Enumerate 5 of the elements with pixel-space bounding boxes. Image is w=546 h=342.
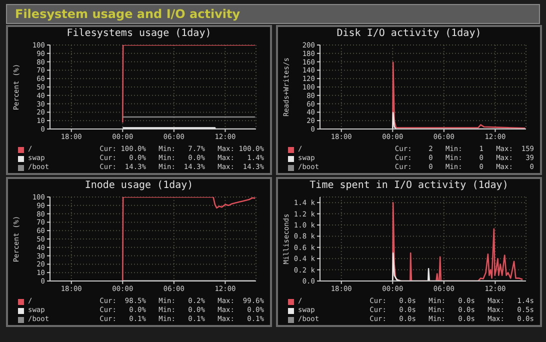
- chart-title: Inode usage (1day): [84, 179, 194, 193]
- chart-title: Time spent in I/O activity (1day): [308, 179, 510, 193]
- chart-title: Filesystems usage (1day): [66, 27, 212, 41]
- text: Filesystem usage and I/O activity: [7, 5, 539, 23]
- chart-title: Disk I/O activity (1day): [336, 27, 482, 41]
